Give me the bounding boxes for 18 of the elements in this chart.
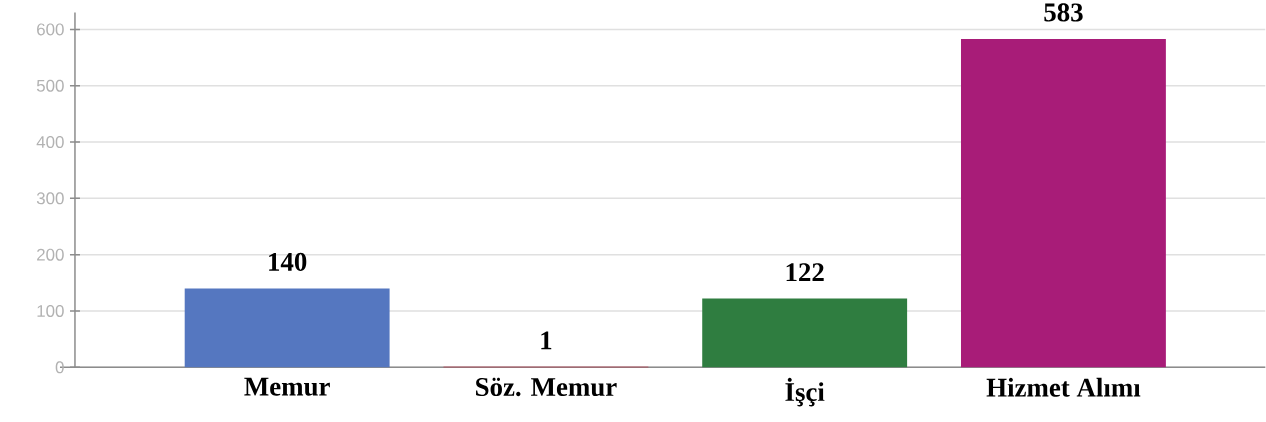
data-label: 140 xyxy=(269,252,307,271)
x-tick-label: Hizmet Alımı xyxy=(986,377,1141,397)
x-tick-label: Memur xyxy=(244,377,330,396)
y-tick-label: 0 xyxy=(55,361,64,374)
y-tick-label: 300 xyxy=(36,192,64,205)
data-label: 583 xyxy=(1044,3,1083,22)
x-tick-label: Söz. Memur xyxy=(476,377,617,397)
y-tick-label: 200 xyxy=(37,248,64,261)
x-tick-label: İşçi xyxy=(785,377,825,407)
y-tick-label: 100 xyxy=(37,304,64,317)
bar xyxy=(960,38,1166,368)
bar xyxy=(184,288,390,368)
data-label: 1 xyxy=(541,331,552,350)
data-label: 122 xyxy=(786,263,824,281)
bar xyxy=(702,298,908,368)
y-tick-label: 400 xyxy=(36,135,64,148)
y-tick-label: 600 xyxy=(37,23,64,36)
y-tick-label: 500 xyxy=(36,79,64,92)
